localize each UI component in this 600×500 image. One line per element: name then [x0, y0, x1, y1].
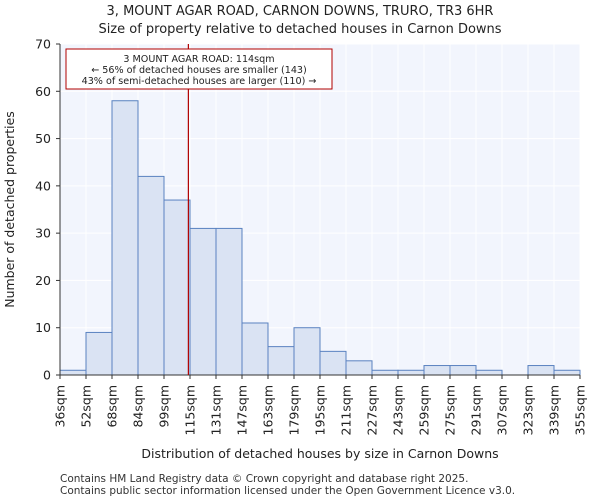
annotation-text: ← 56% of detached houses are smaller (14… — [91, 65, 307, 76]
x-tick-label: 115sqm — [183, 385, 198, 435]
y-tick-label: 60 — [35, 84, 51, 99]
x-tick-label: 147sqm — [235, 385, 250, 435]
x-tick-label: 307sqm — [495, 385, 510, 435]
annotation-box — [65, 48, 333, 90]
histogram-bar — [423, 365, 451, 376]
histogram-bar — [267, 346, 295, 376]
x-tick-label: 36sqm — [53, 385, 68, 428]
y-tick-label: 40 — [35, 178, 51, 193]
histogram-bar — [163, 199, 191, 376]
chart-subtitle: Size of property relative to detached ho… — [98, 22, 502, 37]
x-tick-label: 339sqm — [547, 385, 562, 435]
x-tick-label: 163sqm — [261, 385, 276, 435]
x-tick-label: 275sqm — [443, 385, 458, 435]
chart-title: 3, MOUNT AGAR ROAD, CARNON DOWNS, TRURO,… — [106, 4, 494, 19]
histogram-bar — [215, 227, 243, 376]
histogram-bar — [371, 369, 399, 376]
histogram-bar — [319, 350, 347, 376]
y-tick-label: 30 — [35, 226, 51, 241]
y-tick-label: 10 — [35, 320, 51, 335]
histogram-bar — [111, 100, 139, 376]
annotation-text: 3 MOUNT AGAR ROAD: 114sqm — [123, 54, 274, 65]
y-tick-label: 70 — [35, 37, 51, 52]
histogram-bar — [189, 227, 217, 376]
x-tick-label: 195sqm — [313, 385, 328, 435]
histogram-bar — [449, 365, 477, 376]
histogram-bar — [59, 369, 87, 376]
y-tick-label: 0 — [43, 368, 51, 383]
y-tick-label: 50 — [35, 131, 51, 146]
y-tick-label: 20 — [35, 273, 51, 288]
histogram-bar — [475, 369, 503, 376]
x-tick-label: 179sqm — [287, 385, 302, 435]
x-tick-label: 52sqm — [79, 385, 94, 428]
histogram-bar — [293, 327, 321, 376]
x-tick-label: 131sqm — [209, 385, 224, 435]
x-tick-label: 355sqm — [573, 385, 588, 435]
histogram-bar — [345, 360, 373, 376]
histogram-bar — [137, 175, 165, 376]
y-axis-label: Number of detached properties — [2, 111, 17, 308]
footer-licence: Contains public sector information licen… — [60, 485, 516, 497]
x-tick-label: 68sqm — [105, 385, 120, 428]
x-tick-label: 243sqm — [391, 385, 406, 435]
x-tick-label: 227sqm — [365, 385, 380, 435]
footer-copyright: Contains HM Land Registry data © Crown c… — [60, 473, 469, 485]
x-tick-label: 323sqm — [521, 385, 536, 435]
histogram-bar — [553, 369, 581, 376]
histogram-bar — [397, 369, 425, 376]
histogram-bar — [241, 322, 269, 376]
x-tick-label: 291sqm — [469, 385, 484, 435]
x-tick-label: 99sqm — [157, 385, 172, 428]
x-axis-label: Distribution of detached houses by size … — [141, 446, 498, 461]
x-tick-label: 259sqm — [417, 385, 432, 435]
x-tick-label: 211sqm — [339, 385, 354, 435]
histogram-bar — [527, 365, 555, 376]
x-tick-label: 84sqm — [131, 385, 146, 428]
histogram-bar — [85, 331, 113, 376]
annotation-text: 43% of semi-detached houses are larger (… — [82, 76, 317, 87]
